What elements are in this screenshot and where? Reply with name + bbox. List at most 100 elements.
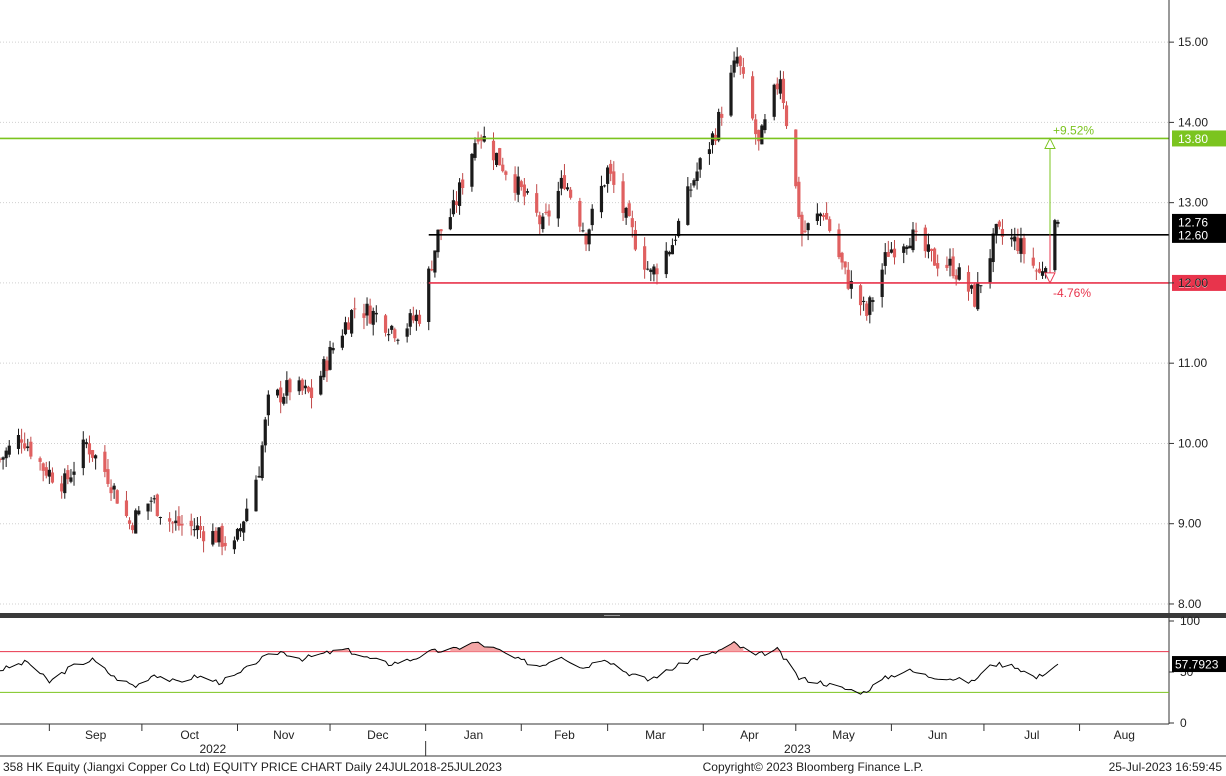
level-tag-12.00 xyxy=(1172,274,1226,291)
candle-down xyxy=(643,246,647,270)
candle-up xyxy=(343,322,348,335)
candle-up xyxy=(448,217,452,230)
candle-up xyxy=(494,152,499,166)
candle-up xyxy=(4,450,8,459)
year-label: 2023 xyxy=(784,742,811,756)
level-tag-front xyxy=(1172,226,1226,243)
candle-up xyxy=(303,385,307,389)
candle-down xyxy=(90,450,95,458)
candle-up xyxy=(883,252,887,266)
candle-down xyxy=(476,138,480,142)
candle-down xyxy=(29,441,33,457)
candle-up xyxy=(433,250,437,273)
candle-down xyxy=(840,252,844,263)
candle-up xyxy=(735,56,739,64)
candle-down xyxy=(44,467,48,476)
candle-down xyxy=(60,483,64,492)
candle-up xyxy=(926,244,931,252)
candle-down xyxy=(519,181,523,188)
candle-up xyxy=(541,216,545,230)
candle-up xyxy=(436,229,440,253)
candle-up xyxy=(94,455,98,459)
candle-down xyxy=(741,67,745,74)
candle-up xyxy=(473,143,477,158)
rsi-line xyxy=(0,641,1059,695)
price-tick-label: 8.00 xyxy=(1178,597,1202,611)
candle-up xyxy=(238,528,243,532)
candle-down xyxy=(945,264,949,268)
month-label: Oct xyxy=(180,728,199,742)
candle-up xyxy=(806,223,810,231)
candle-up xyxy=(849,281,853,289)
candle-down xyxy=(951,256,955,277)
candle-down xyxy=(892,248,897,258)
candle-down xyxy=(1000,228,1005,237)
month-label: Dec xyxy=(367,728,388,742)
candle-up xyxy=(297,380,301,392)
candle-down xyxy=(198,525,203,530)
candle-down xyxy=(538,215,542,225)
footer-copyright: Copyright© 2023 Bloomberg Finance L.P. xyxy=(703,760,924,774)
candle-down xyxy=(393,329,397,339)
candle-down xyxy=(1031,257,1035,266)
candle-up xyxy=(957,267,961,280)
candle-down xyxy=(223,542,227,547)
candle-up xyxy=(606,167,610,184)
candle-down xyxy=(353,308,357,310)
candle-down xyxy=(498,148,502,166)
candle-down xyxy=(535,193,539,213)
candle-down xyxy=(214,530,218,543)
candle-up xyxy=(81,439,85,469)
candle-down xyxy=(775,83,779,90)
rsi-overbought-fill xyxy=(774,647,781,652)
candle-up xyxy=(365,303,369,316)
candle-up xyxy=(565,187,570,190)
candle-down xyxy=(279,387,283,403)
candle-up xyxy=(260,445,264,479)
candle-up xyxy=(211,531,215,545)
candle-up xyxy=(599,185,604,213)
price-tick-label: 9.00 xyxy=(1178,517,1202,531)
candle-down xyxy=(131,525,135,531)
candle-down xyxy=(115,490,119,504)
candle-up xyxy=(427,268,431,322)
candle-down xyxy=(87,443,92,455)
month-label: Mar xyxy=(645,728,666,742)
candle-down xyxy=(19,439,24,443)
month-label: Feb xyxy=(554,728,575,742)
candle-up xyxy=(158,517,162,519)
candle-down xyxy=(106,469,110,484)
candle-up xyxy=(1019,238,1023,254)
candle-down xyxy=(124,500,129,516)
candle-up xyxy=(979,285,983,287)
candle-down xyxy=(569,189,573,198)
price-tick-label: 13.00 xyxy=(1178,196,1208,210)
candle-up xyxy=(698,158,702,170)
candle-down xyxy=(754,119,758,135)
candle-up xyxy=(146,503,150,512)
candle-down xyxy=(633,229,637,250)
candle-down xyxy=(738,56,742,67)
candle-up xyxy=(905,246,909,250)
candle-up xyxy=(84,442,88,445)
candle-up xyxy=(692,180,696,186)
candle-up xyxy=(451,200,456,215)
candle-up xyxy=(673,239,678,241)
candle-up xyxy=(871,300,875,302)
candle-up xyxy=(1040,271,1045,276)
candle-down xyxy=(562,175,567,189)
candle-down xyxy=(781,78,786,103)
candle-up xyxy=(387,334,391,336)
candle-up xyxy=(47,469,51,477)
candle-up xyxy=(559,177,563,189)
price-tick-label: 14.00 xyxy=(1178,115,1208,129)
candle-down xyxy=(655,268,659,275)
last-price-tag xyxy=(1172,213,1226,230)
candle-down xyxy=(621,181,625,214)
candle-up xyxy=(152,498,156,500)
month-label: Nov xyxy=(273,728,294,742)
candle-up xyxy=(371,310,375,325)
downside-annotation: -4.76% xyxy=(1053,286,1091,300)
candle-up xyxy=(350,310,354,334)
